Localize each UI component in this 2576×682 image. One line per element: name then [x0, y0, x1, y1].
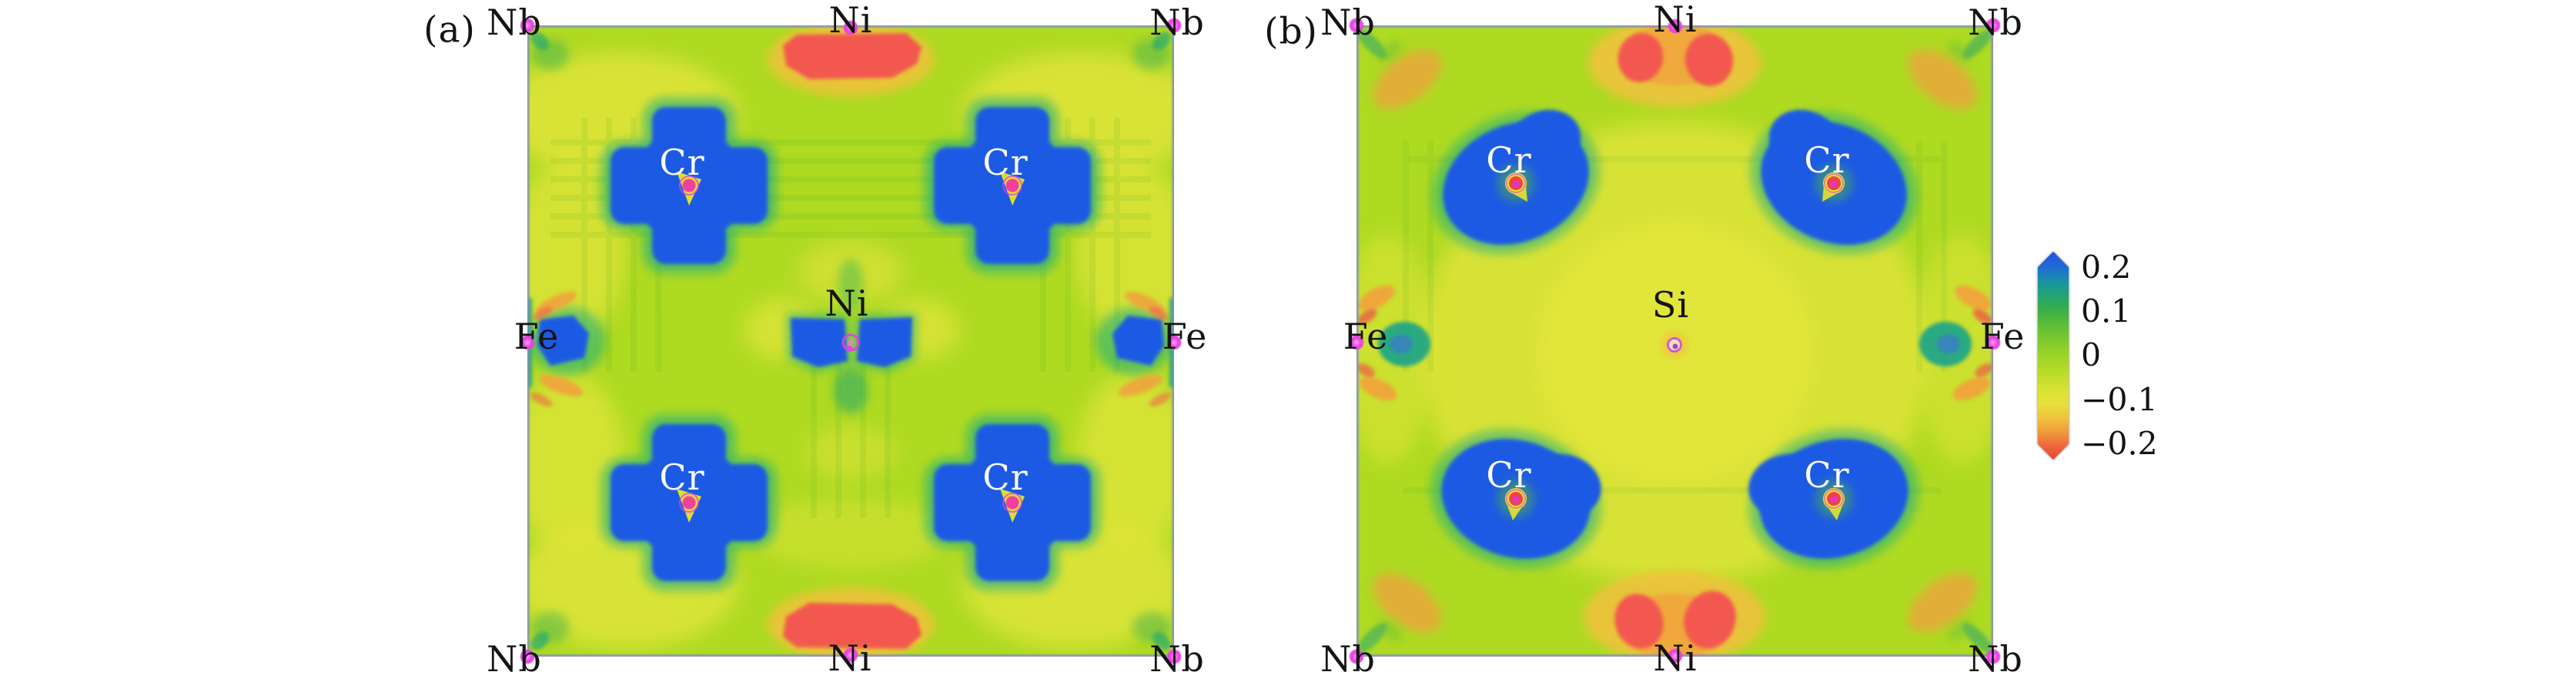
site-label-nb: Nb — [1320, 638, 1376, 680]
site-marker-nb — [1166, 649, 1182, 664]
site-marker-fe — [1166, 335, 1182, 350]
site-label-cr: Cr — [659, 142, 705, 183]
site-label-cr: Cr — [982, 142, 1029, 183]
site-label-cr: Cr — [1486, 454, 1532, 496]
site-label-cr: Cr — [659, 456, 705, 498]
site-label-nb: Nb — [1149, 638, 1205, 680]
site-label-fe: Fe — [514, 316, 560, 357]
site-marker-nb — [1349, 18, 1364, 33]
site-label-cr: Cr — [1804, 454, 1850, 496]
site-marker-fe — [520, 335, 535, 350]
site-marker-nb — [1166, 18, 1182, 33]
colorbar-tick: −0.2 — [2081, 425, 2158, 463]
site-marker-ni — [843, 20, 858, 35]
site-marker-nb — [1986, 18, 2001, 33]
colorbar-gradient — [2038, 252, 2069, 460]
site-label-ni: Ni — [1653, 637, 1698, 679]
panel-b-tag: (b) — [1264, 10, 1318, 53]
site-label-fe: Fe — [1162, 316, 1208, 357]
site-label-nb: Nb — [1149, 2, 1205, 43]
site-marker-ni — [1668, 18, 1683, 34]
site-marker-ni — [1668, 648, 1683, 664]
site-label-fe: Fe — [1343, 316, 1389, 357]
site-label-ni: Ni — [1653, 0, 1698, 40]
panel-a-heatmap — [527, 25, 1174, 657]
site-label-nb: Nb — [1968, 2, 2023, 43]
colorbar-tick: 0 — [2081, 336, 2102, 374]
site-label-ni: Ni — [828, 637, 872, 679]
site-label-ni: Ni — [825, 282, 869, 324]
site-label-nb: Nb — [487, 638, 542, 680]
panel-a-tag: (a) — [423, 8, 476, 52]
colorbar-tick: 0.1 — [2081, 293, 2132, 330]
site-label-fe: Fe — [1979, 316, 2026, 357]
site-marker-nb — [1986, 649, 2001, 664]
site-label-cr: Cr — [982, 456, 1029, 498]
site-label-cr: Cr — [1804, 139, 1850, 181]
site-marker-nb — [520, 649, 535, 664]
site-marker-nb — [1349, 649, 1364, 664]
site-label-si: Si — [1651, 284, 1690, 326]
colorbar-tick: 0.2 — [2081, 249, 2132, 286]
site-marker-fe — [1349, 335, 1364, 350]
site-marker-ni — [843, 647, 858, 663]
site-label-nb: Nb — [1320, 2, 1376, 43]
panel-b-heatmap — [1357, 25, 1993, 657]
site-label-cr: Cr — [1486, 139, 1532, 181]
site-label-nb: Nb — [487, 2, 542, 43]
site-marker-nb — [520, 18, 535, 33]
site-label-nb: Nb — [1968, 638, 2023, 680]
colorbar-tick: −0.1 — [2081, 381, 2158, 419]
colorbar — [2038, 252, 2069, 460]
site-marker-fe — [1986, 335, 2001, 350]
site-label-ni: Ni — [828, 0, 873, 41]
